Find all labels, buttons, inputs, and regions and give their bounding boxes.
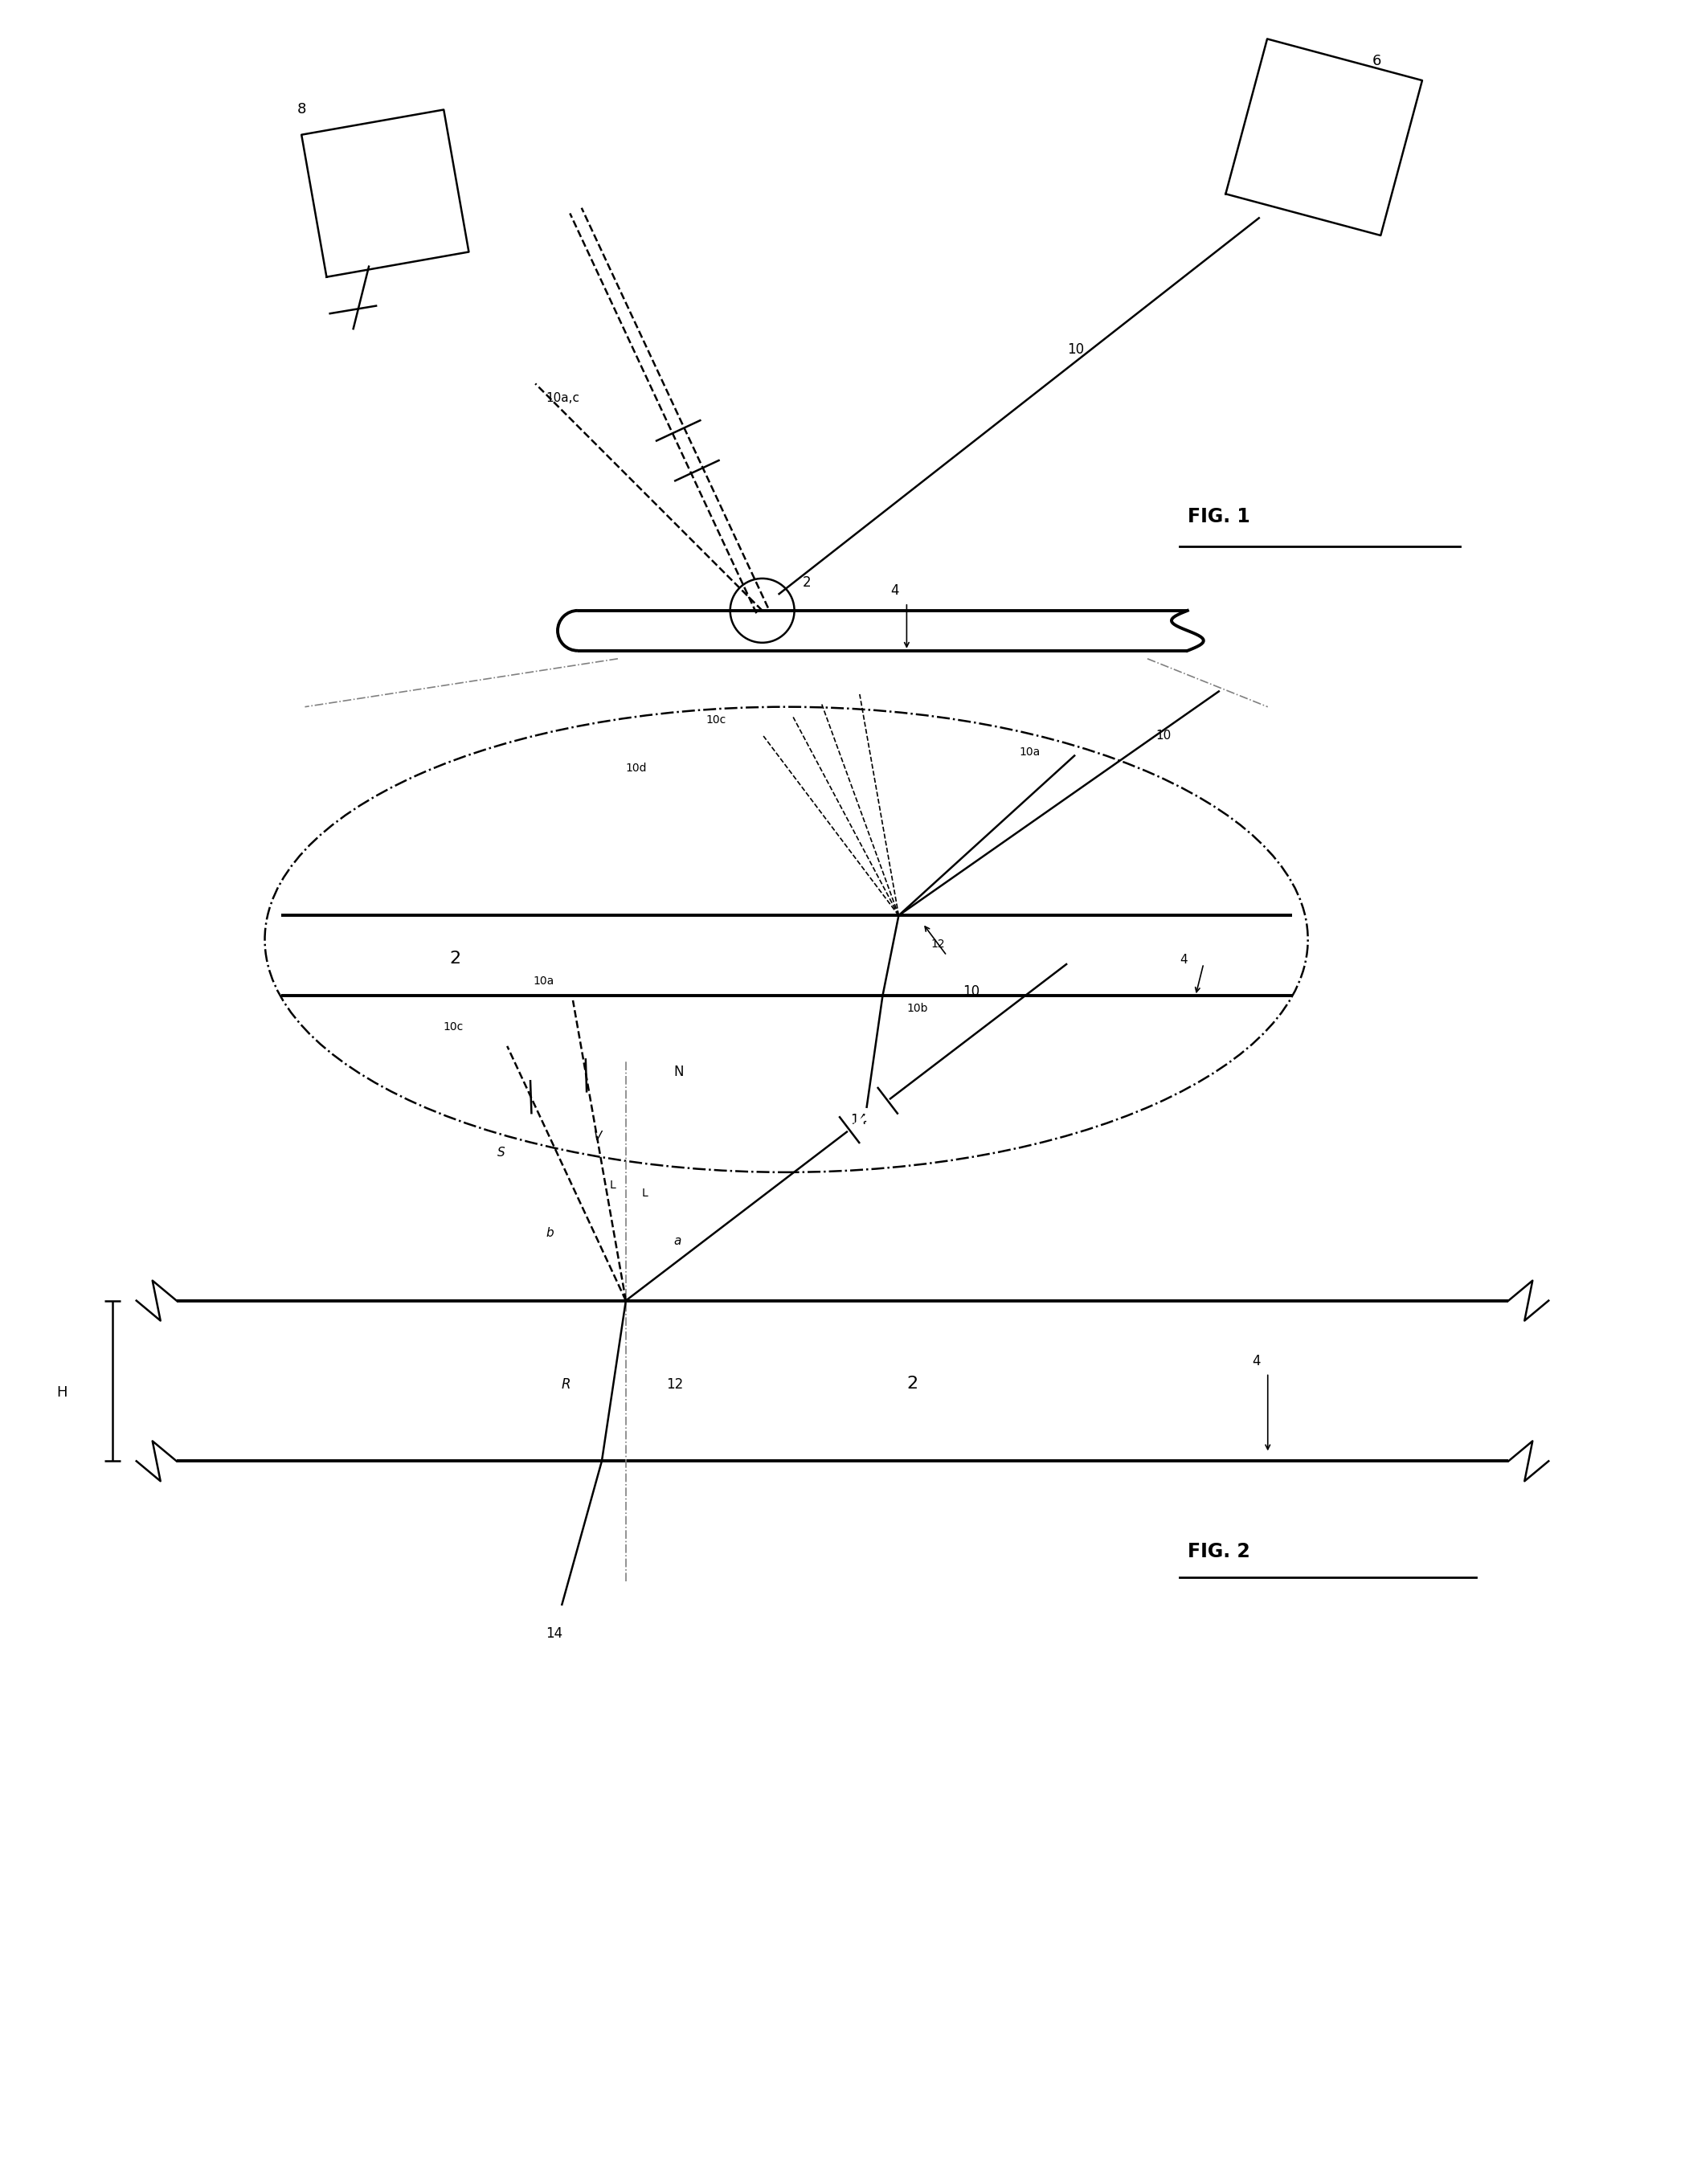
Text: 10a: 10a	[532, 976, 554, 987]
Text: FIG. 1: FIG. 1	[1188, 507, 1250, 526]
Text: V: V	[593, 1131, 602, 1142]
Text: 10c: 10c	[706, 714, 726, 725]
Text: H: H	[56, 1385, 67, 1400]
Text: 10a,c: 10a,c	[546, 393, 580, 404]
Polygon shape	[302, 109, 468, 277]
Text: 4: 4	[891, 583, 900, 598]
Text: 10: 10	[1156, 729, 1171, 740]
Text: 12: 12	[666, 1378, 682, 1391]
Text: 2: 2	[450, 950, 460, 968]
Text: 10a: 10a	[1019, 747, 1040, 758]
Text: a: a	[674, 1234, 681, 1247]
Text: 14: 14	[851, 1114, 868, 1127]
Text: 4: 4	[1179, 954, 1188, 965]
Text: 4: 4	[1252, 1354, 1260, 1367]
Text: S: S	[497, 1147, 506, 1158]
Text: 10d: 10d	[625, 762, 647, 773]
Text: R: R	[561, 1378, 571, 1391]
Text: 10: 10	[1067, 343, 1083, 356]
Text: 12: 12	[930, 939, 945, 950]
Text: 10c: 10c	[443, 1022, 463, 1033]
Text: 10b: 10b	[907, 1002, 928, 1013]
Text: L: L	[642, 1188, 649, 1199]
Text: 8: 8	[297, 103, 307, 116]
Text: 10: 10	[962, 985, 981, 998]
Polygon shape	[1225, 39, 1422, 236]
Text: 2: 2	[907, 1376, 918, 1391]
Text: b: b	[546, 1227, 553, 1238]
Text: N: N	[674, 1066, 684, 1079]
Text: L: L	[610, 1179, 617, 1190]
Text: 2: 2	[802, 574, 810, 590]
Text: 14: 14	[546, 1627, 563, 1640]
Text: FIG. 2: FIG. 2	[1188, 1542, 1250, 1562]
Text: 6: 6	[1372, 55, 1382, 68]
